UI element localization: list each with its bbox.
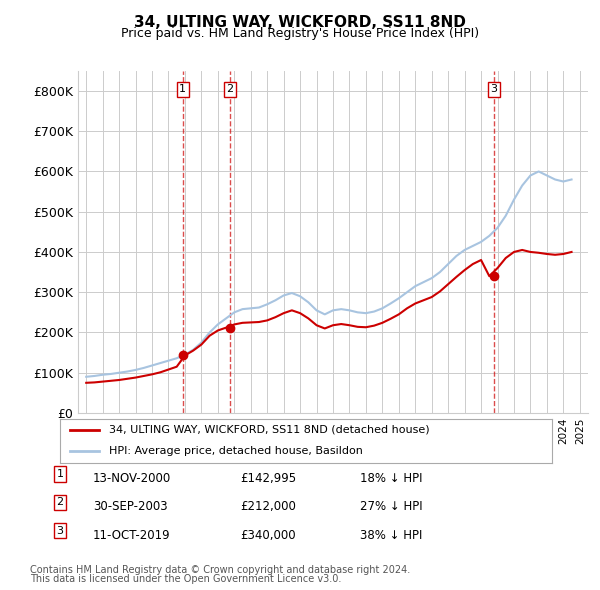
Text: 2: 2	[227, 84, 234, 94]
Text: Price paid vs. HM Land Registry's House Price Index (HPI): Price paid vs. HM Land Registry's House …	[121, 27, 479, 40]
Text: 27% ↓ HPI: 27% ↓ HPI	[360, 500, 422, 513]
Text: 34, ULTING WAY, WICKFORD, SS11 8ND: 34, ULTING WAY, WICKFORD, SS11 8ND	[134, 15, 466, 30]
Text: 3: 3	[491, 84, 497, 94]
Text: 1: 1	[56, 469, 64, 479]
Text: £212,000: £212,000	[240, 500, 296, 513]
Text: 11-OCT-2019: 11-OCT-2019	[93, 529, 170, 542]
Text: 2: 2	[56, 497, 64, 507]
Text: 34, ULTING WAY, WICKFORD, SS11 8ND (detached house): 34, ULTING WAY, WICKFORD, SS11 8ND (deta…	[109, 425, 430, 435]
Text: 3: 3	[56, 526, 64, 536]
Text: 30-SEP-2003: 30-SEP-2003	[93, 500, 167, 513]
Text: HPI: Average price, detached house, Basildon: HPI: Average price, detached house, Basi…	[109, 446, 363, 455]
Text: 18% ↓ HPI: 18% ↓ HPI	[360, 472, 422, 485]
Text: This data is licensed under the Open Government Licence v3.0.: This data is licensed under the Open Gov…	[30, 574, 341, 584]
Text: 38% ↓ HPI: 38% ↓ HPI	[360, 529, 422, 542]
Text: Contains HM Land Registry data © Crown copyright and database right 2024.: Contains HM Land Registry data © Crown c…	[30, 565, 410, 575]
Text: £142,995: £142,995	[240, 472, 296, 485]
Text: £340,000: £340,000	[240, 529, 296, 542]
Text: 13-NOV-2000: 13-NOV-2000	[93, 472, 171, 485]
Text: 1: 1	[179, 84, 186, 94]
